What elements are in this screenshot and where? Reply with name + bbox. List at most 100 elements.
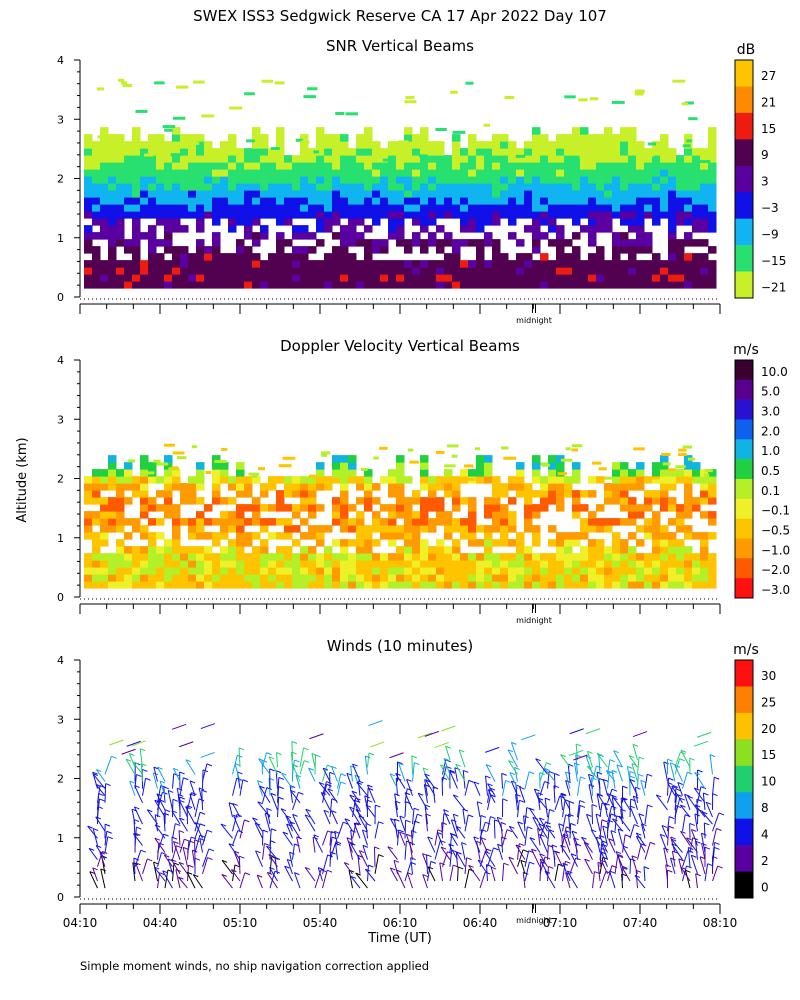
data-cell <box>228 190 237 198</box>
data-cell <box>540 183 549 191</box>
data-cell <box>578 138 592 142</box>
data-cell <box>84 476 93 484</box>
data-cell <box>460 155 469 163</box>
data-cell <box>548 218 557 226</box>
wind-barb-flag <box>694 772 700 775</box>
data-cell <box>688 117 698 121</box>
data-cell <box>324 225 333 233</box>
data-cell <box>84 197 93 205</box>
wind-barb <box>334 831 338 846</box>
data-cell <box>708 225 717 233</box>
data-cell <box>356 239 365 247</box>
colorbar-label: 10.0 <box>761 365 788 379</box>
data-cell <box>164 490 173 498</box>
data-cell <box>412 581 421 589</box>
data-cell <box>492 239 501 247</box>
wind-barb <box>694 813 698 832</box>
data-cell <box>252 211 261 219</box>
data-cell <box>268 518 277 526</box>
data-cell <box>332 475 345 479</box>
data-cell <box>196 581 205 589</box>
data-cell <box>308 497 317 505</box>
colorbar-label: −9 <box>761 228 779 242</box>
wind-barb <box>644 842 651 860</box>
data-cell <box>564 260 573 268</box>
data-cell <box>132 483 141 491</box>
wind-barb-flag <box>278 786 284 790</box>
data-cell <box>620 567 629 575</box>
data-cell <box>588 560 597 568</box>
data-cell <box>660 525 669 533</box>
data-cell <box>380 476 389 484</box>
data-cell <box>428 211 437 219</box>
wind-barb-flag <box>322 767 329 771</box>
wind-barb-flag <box>486 848 492 852</box>
wind-barb <box>387 846 398 860</box>
data-cell <box>640 153 654 157</box>
wind-barb <box>531 848 541 867</box>
data-cell <box>644 211 653 219</box>
wind-barb <box>442 851 448 867</box>
wind-barb-flag <box>201 789 207 793</box>
data-cell <box>508 211 517 219</box>
data-cell <box>292 176 301 184</box>
data-cell <box>300 148 309 156</box>
wind-barb-flag <box>417 792 424 796</box>
data-cell <box>324 581 333 589</box>
wind-barb-flag <box>413 807 420 811</box>
data-cell <box>284 253 293 261</box>
data-cell <box>452 546 461 554</box>
data-cell <box>452 197 461 205</box>
data-cell <box>348 148 357 156</box>
wind-barb-flag <box>406 833 412 837</box>
wind-barb <box>605 770 616 782</box>
data-cell <box>212 190 221 198</box>
wind-barb <box>284 865 293 882</box>
data-cell <box>372 518 381 526</box>
data-cell <box>436 197 445 205</box>
data-cell <box>612 260 621 268</box>
data-cell <box>84 260 93 268</box>
data-cell <box>428 176 437 184</box>
data-cell <box>156 553 165 561</box>
data-cell <box>228 169 237 177</box>
data-cell <box>220 567 229 575</box>
data-cell <box>228 274 237 282</box>
data-cell <box>612 539 621 547</box>
data-cell <box>100 162 109 170</box>
data-cell <box>524 211 533 219</box>
data-cell <box>212 567 221 575</box>
data-cell <box>132 225 141 233</box>
data-cell <box>579 155 591 159</box>
data-cell <box>196 525 205 533</box>
wind-barb <box>464 857 468 874</box>
wind-barb <box>680 831 691 846</box>
data-cell <box>604 483 613 491</box>
data-cell <box>460 190 469 198</box>
data-cell <box>332 267 341 275</box>
wind-barb <box>350 876 361 889</box>
data-cell <box>516 148 525 156</box>
colorbar-swatch <box>735 792 753 819</box>
data-cell <box>668 253 677 261</box>
data-cell <box>508 218 517 226</box>
data-cell <box>636 225 645 233</box>
wind-barb-flag <box>519 843 525 847</box>
data-cell <box>308 553 317 561</box>
data-cell <box>652 169 661 177</box>
wind-barb <box>443 758 451 775</box>
wind-barb-flag <box>480 837 487 841</box>
data-cell <box>148 190 157 198</box>
data-cell <box>84 204 93 212</box>
data-cell <box>276 246 285 254</box>
data-cell <box>652 560 661 568</box>
data-cell <box>428 232 437 240</box>
data-cell <box>412 169 421 177</box>
data-cell <box>596 504 605 512</box>
data-cell <box>468 183 477 191</box>
data-cell <box>132 260 141 268</box>
data-cell <box>356 511 365 519</box>
data-cell <box>532 127 541 135</box>
wind-barb-flag <box>99 798 105 802</box>
wind-barb-flag <box>185 806 191 810</box>
